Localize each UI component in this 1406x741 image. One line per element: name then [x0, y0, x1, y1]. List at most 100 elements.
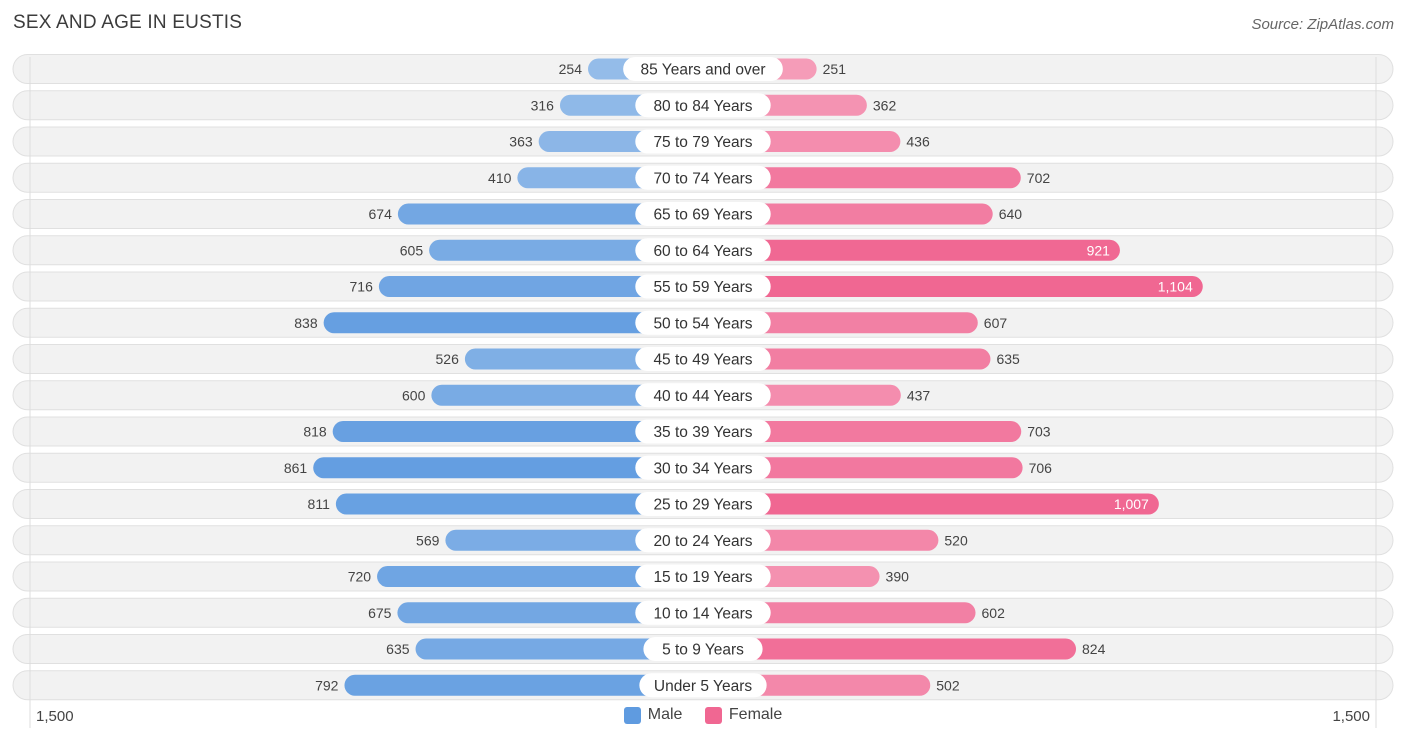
category-label: 55 to 59 Years [653, 279, 752, 296]
category-label-pill [635, 455, 771, 480]
category-label-pill [635, 129, 771, 154]
male-value-label: 720 [348, 569, 372, 585]
female-value-label: 437 [907, 387, 931, 403]
legend-item-male[interactable]: Male [623, 706, 683, 724]
female-bar [693, 239, 1120, 261]
male-value-label: 254 [559, 61, 583, 77]
male-value-label: 674 [369, 206, 393, 222]
male-bar [323, 312, 713, 334]
female-value-label: 520 [944, 532, 968, 548]
category-label-pill [635, 528, 771, 553]
male-bar [378, 276, 713, 297]
female-bar [693, 276, 1203, 297]
x-axis-left-label: 1,500 [36, 708, 74, 725]
male-value-label: 600 [402, 387, 426, 403]
category-label-pill [635, 274, 771, 299]
category-label: 60 to 64 Years [653, 243, 752, 260]
female-bar [693, 457, 1023, 479]
female-value-label: 702 [1027, 170, 1051, 186]
category-label: 85 Years and over [641, 62, 766, 79]
male-bar [397, 203, 713, 225]
female-value-label: 921 [1087, 242, 1111, 258]
male-value-label: 635 [386, 641, 410, 657]
female-value-label: 1,104 [1158, 279, 1193, 295]
female-value-label: 251 [823, 61, 847, 77]
female-value-label: 362 [873, 97, 897, 113]
category-label-pill [643, 637, 763, 661]
female-value-label: 1,007 [1114, 496, 1149, 512]
male-value-label: 861 [284, 460, 308, 476]
category-label: 40 to 44 Years [653, 388, 752, 405]
male-bar [377, 566, 713, 587]
female-value-label: 703 [1027, 424, 1051, 440]
female-bar [693, 638, 1077, 660]
female-value-label: 706 [1029, 460, 1053, 476]
male-value-label: 569 [416, 532, 440, 548]
male-bar [335, 493, 713, 515]
female-bar [693, 493, 1159, 515]
legend-item-female[interactable]: Female [704, 706, 783, 724]
category-label-pill [635, 310, 771, 335]
category-label: 65 to 69 Years [653, 207, 752, 224]
category-label-pill [639, 673, 767, 698]
category-label: 15 to 19 Years [653, 569, 752, 586]
category-label: 75 to 79 Years [653, 134, 752, 151]
female-swatch-icon [704, 706, 722, 724]
category-label: 20 to 24 Years [653, 533, 752, 550]
category-label-pill [635, 492, 771, 516]
male-value-label: 410 [488, 170, 512, 186]
category-label-pill [635, 419, 771, 444]
category-label: 10 to 14 Years [653, 605, 752, 622]
male-value-label: 605 [400, 242, 424, 258]
category-label: 50 to 54 Years [653, 315, 752, 332]
female-value-label: 390 [886, 569, 910, 585]
female-bar [693, 421, 1022, 442]
category-label-pill [623, 57, 783, 81]
category-label-pill [635, 238, 771, 263]
male-value-label: 818 [303, 424, 327, 440]
male-bar [397, 602, 713, 624]
category-label: 45 to 49 Years [653, 352, 752, 369]
male-value-label: 792 [315, 677, 339, 693]
category-label: 30 to 34 Years [653, 460, 752, 477]
female-value-label: 436 [906, 134, 930, 150]
x-axis-right-label: 1,500 [1332, 708, 1370, 725]
chart-title: SEX AND AGE IN EUSTIS [13, 12, 243, 33]
male-value-label: 316 [531, 97, 555, 113]
male-bar [344, 674, 713, 696]
female-bar [693, 167, 1021, 189]
category-label-pill [635, 383, 771, 408]
category-label: 25 to 29 Years [653, 497, 752, 514]
female-value-label: 635 [996, 351, 1020, 367]
category-label-pill [635, 165, 771, 190]
category-label: Under 5 Years [654, 678, 752, 695]
female-value-label: 607 [984, 315, 1008, 331]
male-value-label: 716 [350, 279, 374, 295]
male-swatch-icon [623, 706, 641, 724]
category-label-pill [635, 93, 771, 118]
category-label: 80 to 84 Years [653, 98, 752, 115]
female-value-label: 502 [936, 677, 960, 693]
male-value-label: 838 [294, 315, 318, 331]
category-label-pill [635, 347, 771, 371]
legend-label-male: Male [647, 706, 683, 723]
male-value-label: 363 [509, 134, 533, 150]
category-label: 5 to 9 Years [662, 642, 744, 659]
chart-legend: Male Female [0, 706, 1406, 729]
category-label-pill [635, 202, 771, 226]
male-value-label: 526 [436, 351, 460, 367]
category-label: 35 to 39 Years [653, 424, 752, 441]
male-bar [415, 638, 713, 660]
male-bar [332, 421, 713, 442]
legend-label-female: Female [728, 706, 783, 723]
male-value-label: 811 [308, 496, 331, 512]
female-value-label: 824 [1082, 641, 1106, 657]
male-value-label: 675 [368, 605, 392, 621]
category-label: 70 to 74 Years [653, 170, 752, 187]
male-bar [313, 457, 713, 479]
female-value-label: 640 [999, 206, 1023, 222]
category-label-pill [635, 600, 771, 625]
category-label-pill [635, 564, 771, 589]
source-note: Source: ZipAtlas.com [1251, 16, 1394, 33]
